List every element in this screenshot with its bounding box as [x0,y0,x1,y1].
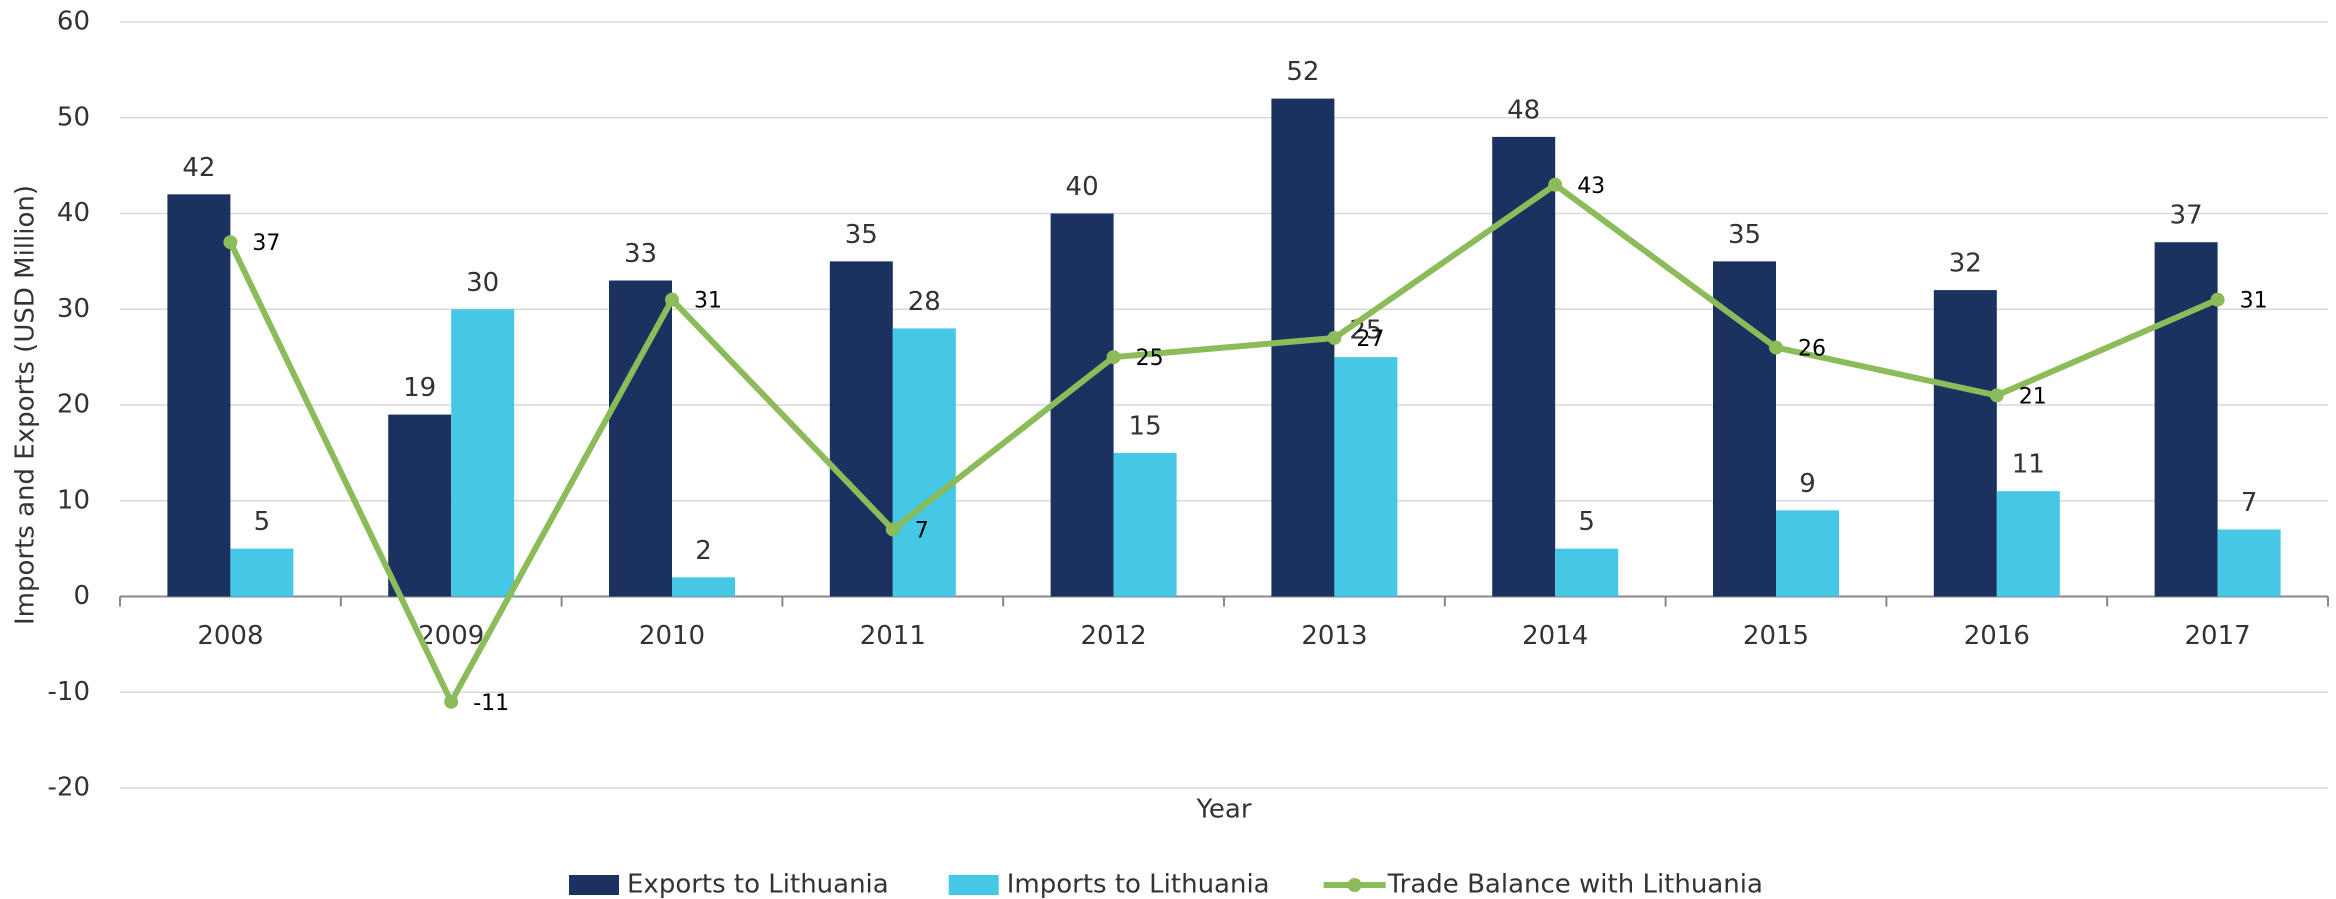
x-tick-label: 2008 [197,621,263,651]
line-point [1769,340,1783,355]
bar-label: 5 [254,507,271,537]
bar [609,280,672,597]
point-label: 26 [1798,337,1826,362]
bar-label: 2 [695,536,712,566]
point-label: 31 [694,289,722,314]
line-point [1989,388,2004,403]
y-tick-label: 60 [57,7,90,37]
bar-label: 7 [2241,488,2258,518]
bar [2217,529,2281,597]
bar-label: 15 [1129,411,1162,441]
bar-label: 48 [1507,95,1540,125]
legend-label: Imports to Lithuania [1007,870,1270,899]
x-tick-label: 2013 [1301,621,1367,651]
legend-marker [1347,878,1362,892]
point-label: 27 [1356,327,1384,352]
bar-label: 37 [2170,201,2203,231]
bar [1334,357,1398,597]
line-point [444,694,459,709]
bar [672,577,735,597]
bar [167,194,231,597]
bar-label: 30 [466,268,499,298]
bar [1492,136,1556,597]
bar-label: 5 [1578,507,1595,537]
bar-label: 40 [1066,172,1099,202]
line-point [223,235,238,250]
bar-label: 19 [403,373,436,403]
line-point [1548,177,1563,192]
x-tick-label: 2014 [1522,621,1588,651]
y-tick-label: 0 [73,581,90,611]
bar [388,414,452,597]
x-tick-label: 2010 [639,621,705,651]
line-point [665,292,679,307]
bar-label: 9 [1799,469,1816,499]
bar-label: 28 [908,287,941,317]
line-point [885,522,900,537]
line-point [1106,350,1121,365]
point-label: 43 [1577,174,1605,199]
point-label: 25 [1136,346,1164,371]
bar [892,328,956,597]
bar [451,309,515,597]
bar [1555,548,1619,597]
y-tick-label: 10 [57,485,90,515]
x-tick-label: 2009 [418,621,484,651]
y-tick-label: 50 [57,102,90,132]
x-tick-label: 2015 [1743,621,1809,651]
bar [1996,491,2060,597]
point-label: -11 [473,691,509,716]
bar [1933,290,1997,597]
bar [1050,213,1114,597]
bar [1113,452,1177,597]
x-tick-label: 2012 [1081,621,1147,651]
line [227,181,2219,705]
bar-label: 35 [845,220,878,250]
y-tick-label: -20 [48,773,90,803]
point-label: 31 [2240,289,2268,314]
legend-swatch [569,875,619,895]
point-label: 21 [2019,384,2047,409]
legend-swatch [948,875,999,895]
y-tick-label: 20 [57,390,90,420]
x-axis-title: Year [1195,795,1251,825]
bar [230,548,294,597]
bar-label: 32 [1949,249,1982,279]
point-label: 37 [252,231,280,256]
legend-label: Trade Balance with Lithuania [1387,870,1763,899]
bar [829,261,893,597]
bar-label: 42 [182,153,215,183]
line-point [1327,330,1342,345]
x-tick-label: 2017 [2185,621,2251,651]
bar [2154,242,2218,597]
line-point [2210,292,2225,307]
bar [1271,98,1335,597]
y-axis-title: Imports and Exports (USD Million) [11,185,41,625]
bar-label: 52 [1286,57,1319,87]
y-tick-label: 40 [57,198,90,228]
x-tick-label: 2011 [860,621,926,651]
bar-label: 33 [624,239,657,269]
legend-label: Exports to Lithuania [627,870,889,899]
x-tick-label: 2016 [1964,621,2030,651]
bar-label: 35 [1728,220,1761,250]
bar [1776,510,1839,597]
point-label: 7 [915,518,929,543]
y-tick-label: -10 [48,677,90,707]
bar [1713,261,1776,597]
y-tick-label: 30 [57,294,90,324]
bar-label: 11 [2012,450,2045,480]
